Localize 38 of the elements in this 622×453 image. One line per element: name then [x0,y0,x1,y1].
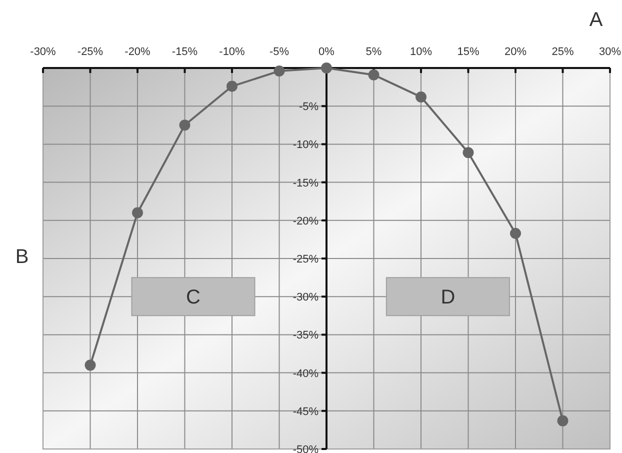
x-tick-label: -10% [219,46,246,58]
annotation: C [186,286,200,309]
x-tick-label: 30% [598,46,622,58]
x-tick-label: 0% [318,46,335,58]
y-tick-label: -20% [292,215,319,228]
y-tick-label: -25% [292,254,319,266]
x-axis-title: A [589,9,604,31]
x-tick-label: 25% [552,46,574,58]
x-tick-label: -5% [269,46,290,58]
y-tick-label: -50% [292,444,319,453]
x-tick-label: -25% [77,46,104,58]
x-tick-label: -30% [30,46,56,58]
x-tick-label: -15% [172,46,198,58]
x-tick-label: 10% [410,46,432,58]
point [416,91,426,102]
point [84,360,96,371]
y-tick-label: -10% [292,139,319,152]
point [179,120,190,131]
x-tick-label: 20% [504,46,527,58]
point [368,69,380,80]
point [462,147,474,158]
y-axis-title: B [15,246,29,268]
x-tick-label: -20% [124,46,151,58]
annotation: D [440,286,456,309]
y-tick-label: -15% [292,177,319,190]
y-tick-label: -30% [292,292,319,304]
x-tick-label: 15% [457,46,480,58]
y-tick-label: -45% [292,406,319,418]
point [510,228,521,239]
point [226,80,238,92]
point [557,415,568,426]
y-tick-label: -40% [292,368,319,380]
point [274,66,285,77]
point [132,207,143,218]
y-tick-label: -5% [298,101,319,114]
x-tick-label: 5% [366,46,382,58]
point [321,62,332,74]
y-tick-label: -35% [292,330,319,342]
